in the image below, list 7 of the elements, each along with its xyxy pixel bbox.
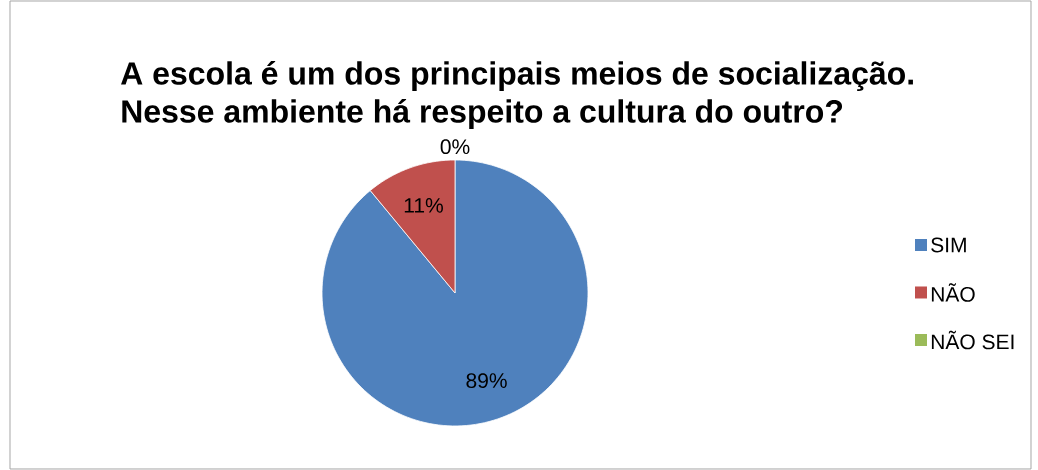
legend-label: NÃO <box>931 283 975 302</box>
legend-label: SIM <box>931 237 966 253</box>
legend-label: NÃO SEI <box>931 330 1014 350</box>
data-label: 89% <box>466 373 507 389</box>
data-label: 11% <box>404 198 443 213</box>
text: 0% <box>440 139 470 155</box>
chart-title: A escola é um dos principais meios de socialização. Nesse ambiente há respeito a cultura do outro? <box>121 60 913 130</box>
